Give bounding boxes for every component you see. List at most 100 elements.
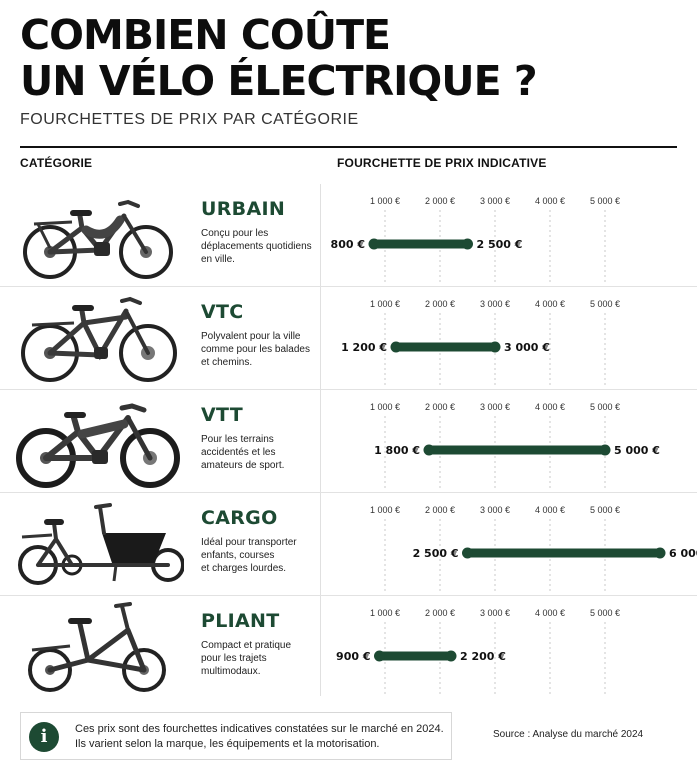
description-line: accidentés et les [201, 447, 276, 458]
price-range-chart: 1 000 € 2 000 € 3 000 € 4 000 € 5 000 € 900 €… [322, 596, 697, 699]
range-min-label: 2 500 € [413, 547, 459, 560]
range-min-label: 800 € [331, 238, 365, 251]
description-line: Compact et pratique [201, 640, 292, 651]
range-min-label: 1 200 € [341, 341, 387, 354]
description-line: amateurs de sport. [201, 460, 285, 471]
title-line-1: COMBIEN COÛTE [20, 11, 391, 59]
range-chart-svg: 1 000 € 2 000 € 3 000 € 4 000 € 5 000 € 1 800… [370, 402, 660, 488]
tick-label: 1 000 € [370, 402, 400, 412]
description-line: pour les trajets [201, 653, 267, 664]
range-max-label: 2 500 € [477, 238, 523, 251]
description-line: enfants, courses [201, 550, 275, 561]
tick-label: 3 000 € [480, 505, 510, 515]
tick-label: 5 000 € [590, 608, 620, 618]
range-min-label: 900 € [336, 650, 370, 663]
range-endpoint [368, 238, 380, 250]
folding-bike-icon [16, 602, 184, 694]
description-line: Polyvalent pour la ville [201, 331, 301, 342]
tick-label: 3 000 € [480, 608, 510, 618]
category-description: Idéal pour transporter enfants, courses et… [201, 536, 313, 575]
note-line-1: Ces prix sont des fourchettes indicative… [75, 723, 444, 735]
category-row: CARGO Idéal pour transporter enfants, cour… [0, 493, 697, 596]
price-range-chart: 1 000 € 2 000 € 3 000 € 4 000 € 5 000 € 1 200… [322, 287, 697, 390]
range-endpoint [423, 444, 435, 456]
category-rows: URBAIN Conçu pour les déplacements quotidi… [0, 184, 697, 699]
category-row: URBAIN Conçu pour les déplacements quotidi… [0, 184, 697, 287]
price-range-chart: 1 000 € 2 000 € 3 000 € 4 000 € 5 000 € 1 800… [322, 390, 697, 493]
tick-label: 5 000 € [590, 299, 620, 309]
range-endpoint [445, 650, 457, 662]
tick-label: 1 000 € [370, 196, 400, 206]
page-subtitle: FOURCHETTES DE PRIX PAR CATÉGORIE [20, 111, 359, 128]
range-endpoint [390, 341, 402, 353]
range-endpoint [489, 341, 501, 353]
description-line: Idéal pour transporter [201, 537, 297, 548]
description-line: en ville. [201, 254, 235, 265]
category-name: VTC [201, 301, 244, 323]
category-description: Compact et pratique pour les trajets multi… [201, 639, 313, 678]
category-description: Pour les terrains accidentés et les amateu… [201, 433, 313, 472]
tick-label: 4 000 € [535, 299, 565, 309]
tick-label: 1 000 € [370, 299, 400, 309]
note-text: Ces prix sont des fourchettes indicative… [75, 722, 444, 752]
description-line: et charges lourdes. [201, 563, 287, 574]
range-endpoint [462, 547, 473, 559]
range-endpoint [374, 650, 385, 662]
range-endpoint [462, 238, 473, 250]
tick-label: 2 000 € [425, 299, 455, 309]
tick-label: 1 000 € [370, 505, 400, 515]
tick-label: 3 000 € [480, 402, 510, 412]
range-min-label: 1 800 € [374, 444, 420, 457]
tick-label: 1 000 € [370, 608, 400, 618]
range-max-label: 2 200 € [460, 650, 506, 663]
tick-label: 3 000 € [480, 196, 510, 206]
description-line: déplacements quotidiens [201, 241, 312, 252]
tick-label: 5 000 € [590, 505, 620, 515]
tick-label: 2 000 € [425, 505, 455, 515]
note-box: i Ces prix sont des fourchettes indicati… [20, 712, 452, 760]
description-line: comme pour les balades [201, 344, 310, 355]
range-endpoint [599, 444, 611, 456]
category-row: VTT Pour les terrains accidentés et les ama… [0, 390, 697, 493]
description-line: et chemins. [201, 357, 253, 368]
category-name: URBAIN [201, 198, 286, 220]
tick-label: 2 000 € [425, 608, 455, 618]
column-header-range: FOURCHETTE DE PRIX INDICATIVE [337, 156, 547, 170]
category-name: VTT [201, 404, 243, 426]
tick-label: 4 000 € [535, 402, 565, 412]
column-divider [320, 184, 321, 696]
price-range-chart: 1 000 € 2 000 € 3 000 € 4 000 € 5 000 € 2 500… [322, 493, 697, 596]
column-header-category: CATÉGORIE [20, 156, 93, 170]
tick-label: 5 000 € [590, 402, 620, 412]
range-max-label: 6 000 € [669, 547, 697, 560]
category-name: PLIANT [201, 610, 280, 632]
tick-label: 2 000 € [425, 402, 455, 412]
tick-label: 5 000 € [590, 196, 620, 206]
source-label: Source : Analyse du marché 2024 [493, 729, 644, 740]
hybrid-bike-icon [16, 293, 184, 385]
range-chart-svg: 1 000 € 2 000 € 3 000 € 4 000 € 5 000 € 2 500… [370, 505, 697, 591]
range-max-label: 3 000 € [504, 341, 550, 354]
description-line: Conçu pour les [201, 228, 269, 239]
category-name: CARGO [201, 507, 278, 529]
description-line: multimodaux. [201, 666, 261, 677]
category-row: VTC Polyvalent pour la ville comme pour le… [0, 287, 697, 390]
tick-label: 4 000 € [535, 608, 565, 618]
category-description: Conçu pour les déplacements quotidiens en … [201, 227, 313, 266]
category-description: Polyvalent pour la ville comme pour les b… [201, 330, 313, 369]
note-line-2: Ils varient selon la marque, les équipem… [75, 738, 380, 750]
range-max-label: 5 000 € [614, 444, 660, 457]
city-bike-icon [16, 190, 184, 282]
category-row: PLIANT Compact et pratique pour les trajet… [0, 596, 697, 699]
cargo-bike-icon [16, 499, 185, 591]
page-title: COMBIEN COÛTE UN VÉLO ÉLECTRIQUE ? [20, 12, 680, 104]
info-icon: i [29, 722, 59, 752]
range-chart-svg: 1 000 € 2 000 € 3 000 € 4 000 € 5 000 € 900 €… [336, 608, 620, 694]
tick-label: 3 000 € [480, 299, 510, 309]
range-chart-svg: 1 000 € 2 000 € 3 000 € 4 000 € 5 000 € 1 200… [341, 299, 620, 385]
tick-label: 4 000 € [535, 196, 565, 206]
header-divider [20, 146, 677, 148]
range-endpoint [654, 547, 666, 559]
title-line-2: UN VÉLO ÉLECTRIQUE ? [20, 57, 538, 105]
price-range-chart: 1 000 € 2 000 € 3 000 € 4 000 € 5 000 € 800 €… [322, 184, 697, 287]
